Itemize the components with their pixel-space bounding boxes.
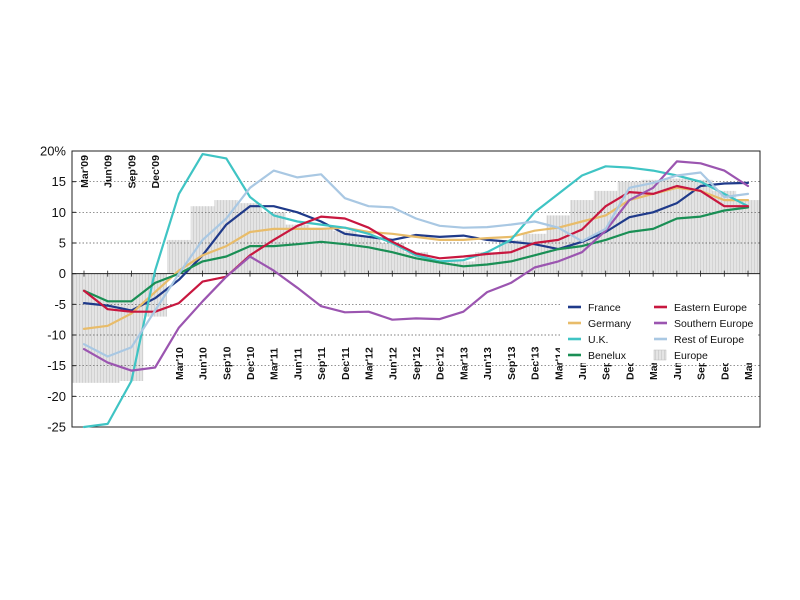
- legend-label-southern-europe: Southern Europe: [674, 318, 754, 330]
- x-tick-label: Sep'11: [316, 347, 328, 380]
- europe-area-bar: [238, 203, 262, 274]
- europe-area-bar: [143, 273, 167, 317]
- legend-label-france: France: [588, 302, 621, 314]
- x-tick-label: Sep'10: [221, 346, 233, 380]
- europe-area-bar: [285, 224, 310, 274]
- x-tick-label: Mar'12: [364, 347, 376, 380]
- europe-area-bar: [333, 230, 357, 274]
- legend-label-eastern-europe: Eastern Europe: [674, 302, 747, 314]
- x-tick-label: Dec'11: [340, 347, 352, 380]
- legend-label-rest-of-europe: Rest of Europe: [674, 334, 744, 346]
- x-tick-label: Jun'11: [292, 348, 304, 380]
- series-line-benelux: [82, 206, 750, 303]
- series-line-france: [82, 181, 750, 312]
- europe-area-bar: [736, 200, 760, 274]
- legend-swatch-europe: [653, 349, 667, 361]
- x-tick-label: Dec'12: [435, 346, 447, 380]
- europe-area-bar: [309, 227, 333, 274]
- europe-area-bar: [641, 179, 665, 274]
- y-tick-label: 0: [59, 266, 66, 281]
- europe-area-bar: [546, 215, 571, 274]
- y-tick-label: 5: [59, 236, 66, 251]
- x-tick-label: Dec'09: [150, 155, 162, 189]
- series-line-eastern-europe: [82, 184, 750, 313]
- series-line-rest-of-europe: [82, 169, 750, 358]
- x-tick-label: Mar'11: [269, 348, 281, 380]
- legend-label-u-k: U.K.: [588, 334, 608, 346]
- legend: France Eastern Europe Germany Southern Euro…: [560, 293, 756, 363]
- europe-area-bar: [688, 179, 713, 274]
- series-line-germany: [82, 186, 750, 330]
- y-tick-label: 15: [52, 174, 66, 189]
- europe-area-bar: [119, 273, 144, 381]
- gridlines: [72, 181, 760, 397]
- europe-area-bar: [499, 239, 523, 274]
- x-tick-label: Mar'10: [174, 347, 186, 380]
- x-tick-label: Jun'12: [387, 347, 399, 380]
- europe-area-bar: [712, 190, 737, 274]
- x-tick-label: Mar'13: [458, 347, 470, 380]
- y-tick-labels: 20% 15 10 5 0 -5 -10 -15 -20 -25: [40, 144, 66, 435]
- y-tick-label: -5: [54, 297, 66, 312]
- europe-area-bar: [475, 252, 499, 274]
- x-tick-label: Sep'12: [411, 346, 423, 380]
- y-tick-label: -25: [47, 420, 66, 435]
- legend-label-europe: Europe: [674, 350, 708, 362]
- series-lines: [82, 153, 750, 429]
- x-tick-label: Dec'10: [245, 346, 257, 380]
- europe-area-bar: [261, 212, 286, 274]
- x-tick-label: Jun'10: [198, 347, 210, 380]
- x-tick-label: Mar'09: [79, 155, 91, 188]
- x-tick-label: Sep'13: [506, 346, 518, 380]
- y-tick-label: 20%: [40, 144, 66, 159]
- europe-area-bar: [665, 178, 689, 274]
- x-tick-label: Jun'09: [103, 155, 115, 188]
- y-tick-label: -10: [47, 328, 66, 343]
- y-tick-label: 10: [52, 205, 66, 220]
- legend-label-germany: Germany: [588, 318, 632, 330]
- x-tick-label: Dec'13: [530, 346, 542, 380]
- series-line-u-k: [82, 153, 750, 429]
- plot-frame: [71, 150, 761, 428]
- x-tick-label: Jun'13: [482, 347, 494, 380]
- y-tick-label: -15: [47, 358, 66, 373]
- x-tick-label: Sep'09: [126, 155, 138, 189]
- europe-area-bar: [356, 236, 381, 274]
- series-line-southern-europe: [82, 160, 750, 372]
- y-tick-label: -20: [47, 389, 66, 404]
- europe-area-bar: [214, 200, 239, 274]
- axes: [71, 150, 761, 428]
- legend-label-benelux: Benelux: [588, 350, 627, 362]
